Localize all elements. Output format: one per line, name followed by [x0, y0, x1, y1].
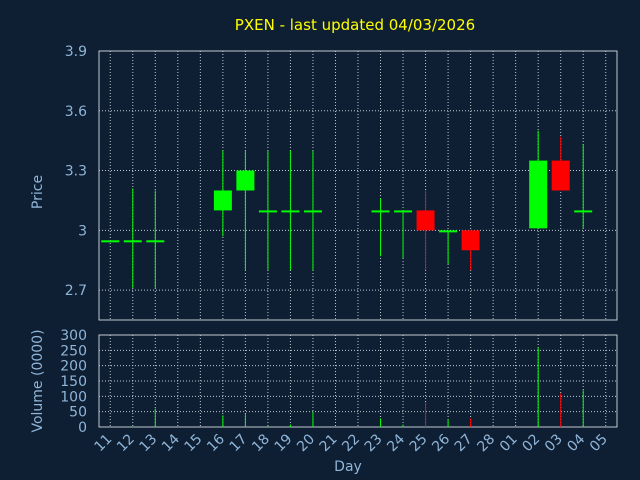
candle-body	[461, 230, 480, 251]
candle-body	[416, 210, 435, 231]
price-panel: 2.7 3 3.3 3.6 3.9	[65, 44, 618, 321]
candle-body	[303, 210, 322, 213]
candle-body	[439, 230, 458, 233]
price-tick-label: 3.6	[65, 104, 87, 120]
candle-body	[213, 190, 232, 211]
volume-tick-label: 200	[60, 359, 87, 375]
volume-tick-label: 150	[60, 374, 87, 390]
price-tick-label: 2.7	[65, 283, 87, 299]
candle-body	[236, 170, 255, 191]
candle-body	[574, 210, 593, 213]
price-tick-label: 3.9	[65, 44, 87, 60]
volume-panel: 0501001502002503001112131415161718192021…	[60, 328, 618, 455]
volume-tick-label: 50	[69, 405, 87, 421]
volume-tick-label: 300	[60, 328, 87, 344]
candle-body	[101, 240, 120, 243]
chart-title: PXEN - last updated 04/03/2026	[235, 16, 475, 34]
volume-tick-label: 0	[78, 420, 87, 436]
candle-body	[281, 210, 300, 213]
price-tick-label: 3	[78, 223, 87, 239]
price-axis-label: Price	[30, 175, 46, 209]
volume-axis-label: Volume (0000)	[30, 329, 46, 432]
candle-body	[529, 160, 548, 229]
candle-body	[551, 160, 570, 191]
price-tick-label: 3.3	[65, 164, 87, 180]
volume-tick-label: 100	[60, 389, 87, 405]
candle-body	[258, 210, 277, 213]
candle-body	[371, 210, 390, 213]
x-axis-label: Day	[334, 459, 362, 475]
volume-tick-label: 250	[60, 343, 87, 359]
candle-body	[146, 240, 165, 243]
candle-body	[394, 210, 413, 213]
candle-body	[123, 240, 142, 243]
